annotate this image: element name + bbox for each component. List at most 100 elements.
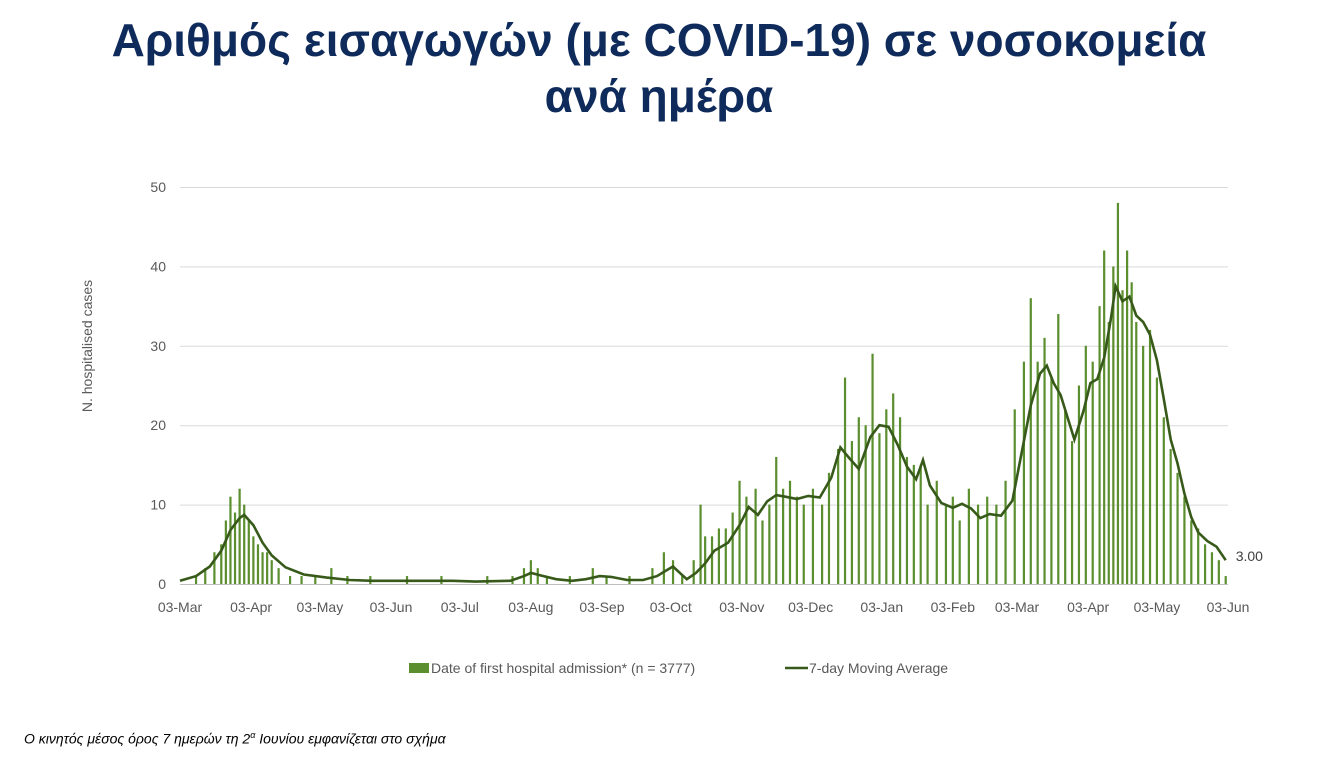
bar [692, 560, 695, 584]
bar [788, 480, 792, 584]
bar [958, 520, 961, 584]
bar [731, 512, 734, 584]
bar [194, 576, 198, 584]
bar [967, 488, 970, 584]
bar [754, 488, 757, 584]
slide-title-line-2: ανά ημέρα [544, 70, 774, 122]
bar [213, 552, 216, 584]
bar [1022, 361, 1026, 584]
bar [1036, 361, 1039, 584]
bar [795, 496, 798, 584]
bar [1169, 449, 1172, 584]
bar [768, 504, 771, 584]
bar [1210, 552, 1214, 584]
bar [1112, 266, 1115, 584]
x-tick-label: 03-Jun [1207, 599, 1250, 615]
x-tick-label: 03-Mar [158, 599, 203, 615]
bar [1116, 202, 1120, 584]
x-tick-label: 03-Oct [650, 599, 692, 615]
bar [1050, 377, 1053, 584]
x-tick-label: 03-Nov [719, 599, 764, 615]
bar [898, 417, 902, 584]
slide-title-line-1: Αριθμός εισαγωγών (με COVID-19) σε νοσοκ… [111, 14, 1207, 66]
moving-average-line [179, 281, 1227, 583]
bar [1029, 298, 1032, 584]
footnote-text: Ο κινητός μέσος όρος 7 ημερών τη 2 [24, 730, 251, 747]
y-tick-label: 40 [150, 258, 166, 274]
bar [266, 552, 269, 584]
bar [926, 504, 929, 584]
bar [935, 480, 938, 584]
bar [536, 568, 539, 584]
y-tick-label: 10 [150, 497, 166, 513]
bar [821, 504, 824, 584]
bar [288, 576, 292, 584]
bar [1148, 329, 1152, 584]
bar [330, 568, 333, 584]
bar [1142, 345, 1145, 584]
x-axis-ticks: 03-Mar 03-Apr 03-May 03-Jun 03-Jul 03-Aug 03-S… [158, 599, 1250, 615]
bar [905, 456, 909, 584]
bar [243, 504, 246, 584]
bar [1077, 385, 1081, 584]
bar [944, 504, 948, 584]
bar [238, 488, 241, 584]
bar [864, 425, 867, 584]
bar [256, 544, 260, 584]
bar [912, 464, 915, 584]
legend-swatch-bars [409, 663, 429, 673]
bar [775, 456, 778, 584]
bar [717, 528, 721, 584]
bar [1155, 377, 1159, 584]
bar [811, 488, 815, 584]
bar [699, 504, 702, 584]
bar [681, 576, 684, 584]
bar [1013, 409, 1016, 584]
data-label: 3.00 [1236, 548, 1263, 564]
x-tick-label: 03-Jun [370, 599, 413, 615]
bar [662, 552, 665, 584]
bar [986, 496, 989, 584]
x-tick-label: 03-May [297, 599, 344, 615]
bar [1004, 480, 1007, 584]
bar [857, 417, 860, 584]
legend: Date of first hospital admission* (n = 3… [409, 660, 948, 676]
bar [1130, 282, 1133, 584]
bar [545, 576, 549, 584]
bar [1057, 314, 1060, 584]
x-tick-label: 03-Jul [441, 599, 479, 615]
bar [827, 472, 831, 584]
x-tick-label: 03-Jan [860, 599, 903, 615]
bar [270, 560, 273, 584]
x-tick-label: 03-Mar [995, 599, 1040, 615]
x-tick-label: 03-Dec [788, 599, 833, 615]
bar [1103, 250, 1106, 584]
legend-label-bars: Date of first hospital admission* (n = 3… [431, 660, 695, 676]
y-tick-label: 0 [158, 576, 166, 592]
bar [738, 480, 741, 584]
bar [1183, 496, 1186, 584]
bar [1162, 417, 1165, 584]
bar [871, 353, 874, 584]
bar [724, 528, 727, 584]
bar [1203, 544, 1207, 584]
bar [1176, 472, 1179, 584]
y-tick-label: 50 [150, 179, 166, 195]
legend-label-line: 7-day Moving Average [809, 660, 948, 676]
bar [204, 568, 207, 584]
bar [710, 536, 714, 584]
bar [233, 512, 237, 584]
bar [1070, 441, 1074, 584]
bar [837, 449, 840, 584]
bar [314, 576, 317, 584]
footnote: Ο κινητός μέσος όρος 7 ημερών τη 2α Ιουν… [24, 730, 446, 747]
y-axis-ticks: 0 10 20 30 40 50 [150, 179, 166, 592]
x-tick-label: 03-Feb [931, 599, 976, 615]
bar [878, 433, 881, 584]
bar [1121, 290, 1124, 584]
x-tick-label: 03-Apr [230, 599, 272, 615]
annotations: 3.00 [1236, 548, 1263, 564]
bar [1107, 321, 1110, 584]
bar [892, 393, 895, 584]
x-tick-label: 03-May [1134, 599, 1181, 615]
